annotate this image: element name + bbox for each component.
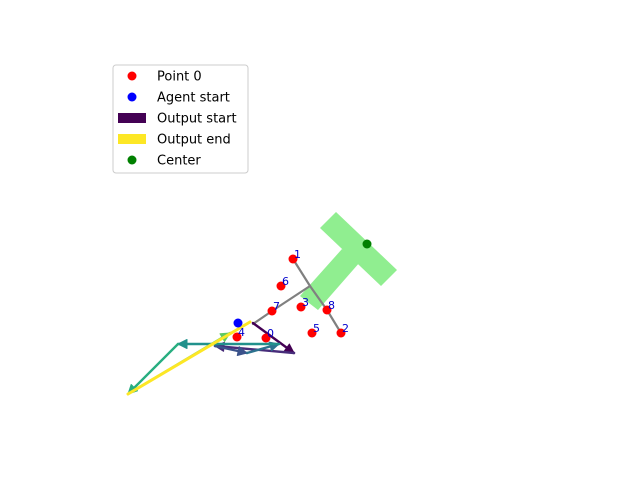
- target-shape: [300, 212, 397, 310]
- legend-marker-point-0: [127, 71, 137, 81]
- legend-label-point-0: Point 0: [157, 70, 202, 85]
- point-label-0: 0: [267, 327, 274, 340]
- legend-label-output-start: Output start: [157, 112, 237, 127]
- point-0: [261, 333, 271, 343]
- point-label-1: 1: [294, 248, 301, 261]
- legend-frame: [112, 64, 249, 174]
- trajectory-segment-1: [213, 344, 296, 355]
- point-label-8: 8: [328, 299, 335, 312]
- trajectory-end-segment: [126, 320, 252, 396]
- point-7: [267, 306, 277, 316]
- point-label-7: 7: [273, 300, 280, 313]
- legend: Point 0 Agent start Output start Output end…: [112, 64, 249, 174]
- trajectory-segment-5: [126, 342, 180, 396]
- point-label-2: 2: [342, 322, 349, 335]
- legend-marker-agent-start: [127, 92, 137, 102]
- point-5: [307, 328, 317, 338]
- legend-marker-output-end: [118, 134, 146, 144]
- point-label-4: 4: [238, 326, 245, 339]
- trajectory-arrowhead-4: [177, 339, 188, 349]
- legend-label-agent-start: Agent start: [157, 91, 230, 106]
- point-3: [296, 302, 306, 312]
- points-layer: 0 1 2 3 4 5 67 8: [232, 248, 349, 343]
- trajectory-arrowhead-2: [236, 346, 248, 356]
- agent-start-marker: [233, 318, 243, 328]
- point-1: [288, 254, 298, 264]
- legend-marker-center: [127, 155, 137, 165]
- point-6: [276, 281, 286, 291]
- legend-label-output-end: Output end: [157, 133, 231, 148]
- point-2: [336, 328, 346, 338]
- point-label-5: 5: [313, 322, 320, 335]
- center-marker: [362, 239, 372, 249]
- point-8: [322, 305, 332, 315]
- point-label-3: 3: [302, 296, 309, 309]
- legend-marker-output-start: [118, 113, 146, 123]
- point-label-6: 6: [282, 275, 289, 288]
- point-4: [232, 332, 242, 342]
- output-trajectory: [126, 320, 296, 396]
- legend-label-center: Center: [157, 154, 201, 169]
